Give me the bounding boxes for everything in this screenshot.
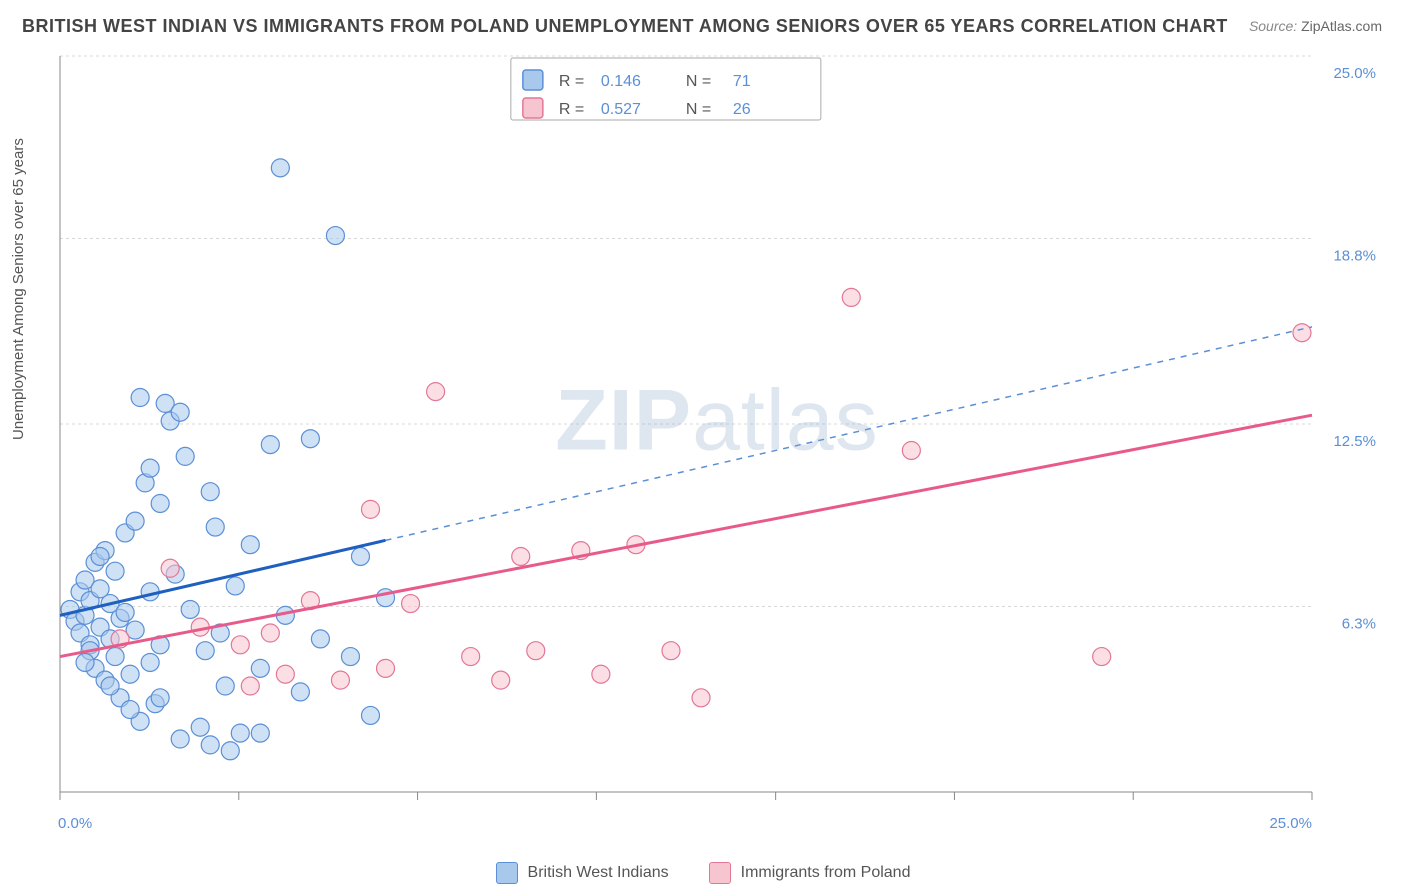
stats-r-label: R = [559,73,584,90]
data-point [106,648,124,666]
data-point [311,630,329,648]
data-point [126,512,144,530]
stats-n-value: 71 [733,73,751,90]
data-point [106,562,124,580]
data-point [161,559,179,577]
stats-legend-box [511,58,821,120]
data-point [121,701,139,719]
legend-swatch-pink [709,862,731,884]
data-point [462,648,480,666]
data-point [427,383,445,401]
data-point [692,689,710,707]
correlation-chart: 6.3% 12.5% 18.8% 25.0% 0.0% 25.0% R = 0.146 N = 7… [52,50,1382,840]
data-point [191,718,209,736]
data-point [176,447,194,465]
data-point [101,677,119,695]
data-point [261,624,279,642]
legend-item-pink: Immigrants from Poland [709,862,911,884]
source-value: ZipAtlas.com [1301,18,1382,34]
stats-n-label: N = [686,101,711,118]
y-tick-label: 18.8% [1333,248,1376,265]
x-label-left: 0.0% [58,815,92,832]
stats-swatch [523,70,543,90]
data-point [121,665,139,683]
data-point [842,288,860,306]
data-point [351,547,369,565]
data-point [171,403,189,421]
data-point [116,603,134,621]
stats-swatch [523,98,543,118]
data-point [241,536,259,554]
data-point [206,518,224,536]
data-point [131,389,149,407]
data-point [512,547,530,565]
data-point [276,665,294,683]
stats-n-label: N = [686,73,711,90]
data-point [291,683,309,701]
bottom-legend: British West Indians Immigrants from Pol… [0,862,1406,884]
data-point [201,736,219,754]
data-point [361,500,379,518]
stats-n-value: 26 [733,101,751,118]
data-point [196,642,214,660]
data-point [231,724,249,742]
legend-label-blue: British West Indians [528,864,669,882]
data-point [91,547,109,565]
data-point [331,671,349,689]
data-point [76,653,94,671]
scatter-plot-svg: 6.3% 12.5% 18.8% 25.0% 0.0% 25.0% R = 0.146 N = 7… [52,50,1382,840]
data-point [151,494,169,512]
data-point [361,706,379,724]
source-label: Source: [1249,18,1297,34]
y-tick-label: 12.5% [1333,433,1376,450]
data-point [402,595,420,613]
legend-label-pink: Immigrants from Poland [741,864,911,882]
data-point [1293,324,1311,342]
data-point [151,689,169,707]
stats-r-value: 0.146 [601,73,641,90]
data-point [592,665,610,683]
data-point [271,159,289,177]
data-point [1093,648,1111,666]
source-attribution: Source: ZipAtlas.com [1249,18,1382,34]
x-label-right: 25.0% [1269,815,1312,832]
data-point [201,483,219,501]
data-point [141,459,159,477]
data-point [377,659,395,677]
data-point [216,677,234,695]
page-title: BRITISH WEST INDIAN VS IMMIGRANTS FROM P… [22,16,1228,37]
data-point [301,430,319,448]
legend-item-blue: British West Indians [496,862,669,884]
data-point [341,648,359,666]
data-point [251,724,269,742]
data-point [261,436,279,454]
data-point [171,730,189,748]
stats-r-label: R = [559,101,584,118]
data-point [226,577,244,595]
data-point [141,653,159,671]
y-axis-label: Unemployment Among Seniors over 65 years [10,138,27,440]
data-point [662,642,680,660]
data-point [527,642,545,660]
stats-r-value: 0.527 [601,101,641,118]
y-tick-label: 6.3% [1342,616,1376,633]
data-point [326,227,344,245]
data-point [231,636,249,654]
data-point [902,441,920,459]
data-point [181,600,199,618]
y-tick-label: 25.0% [1333,65,1376,82]
data-point [241,677,259,695]
legend-swatch-blue [496,862,518,884]
data-point [251,659,269,677]
data-point [221,742,239,760]
data-point [492,671,510,689]
trend-line-blue-dash [386,327,1312,540]
